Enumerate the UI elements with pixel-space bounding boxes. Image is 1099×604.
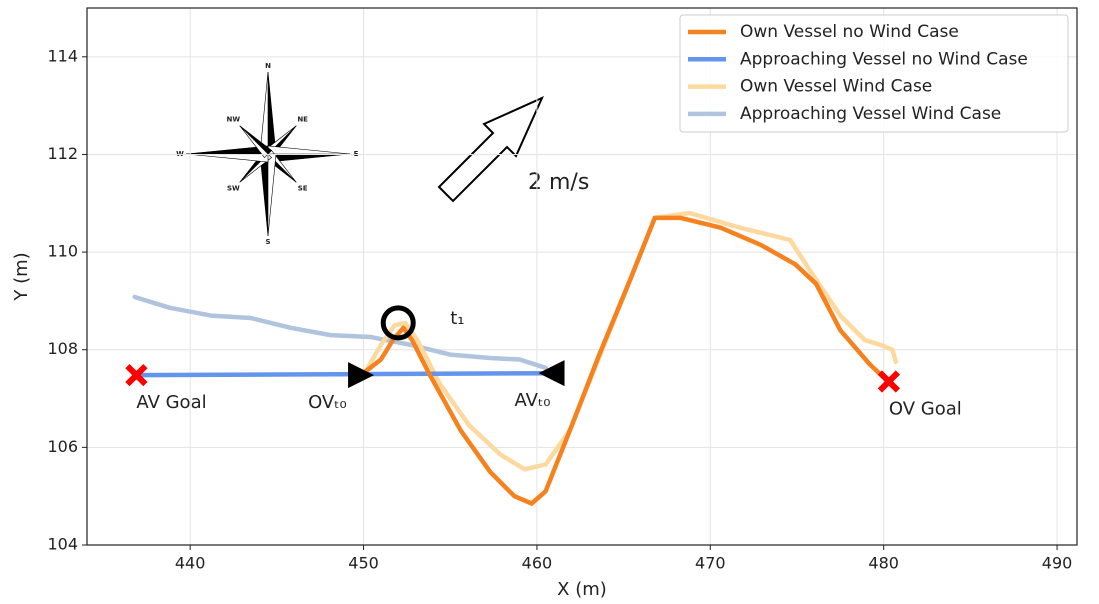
plot-frame (86, 7, 1078, 546)
compass-label: SW (227, 185, 240, 193)
x-tick-label: 470 (695, 554, 726, 573)
x-axis-label: X (m) (557, 579, 607, 600)
legend-box (679, 14, 1069, 133)
legend-label: Own Vessel Wind Case (740, 77, 932, 97)
marker-label: OVₜ₀ (308, 392, 347, 413)
start-marker (538, 360, 565, 387)
marker-label: AV Goal (136, 392, 206, 413)
compass-point (185, 153, 269, 163)
y-tick-label: 104 (47, 535, 78, 554)
marker-label: OV Goal (889, 398, 962, 419)
wind-arrow (437, 96, 544, 203)
series-line (363, 215, 888, 506)
compass-point (259, 71, 269, 155)
compass-label: S (265, 238, 270, 246)
compass-point (267, 145, 351, 155)
y-axis-label: Y (m) (11, 252, 32, 301)
legend-label: Own Vessel no Wind Case (740, 22, 959, 42)
compass-point (267, 153, 277, 237)
y-tick-label: 110 (47, 242, 78, 261)
marker-label: AVₜ₀ (515, 390, 551, 411)
y-tick-label: 108 (47, 339, 78, 358)
start-marker (348, 362, 375, 389)
x-tick-label: 450 (348, 554, 379, 573)
marker-label: t₁ (450, 308, 464, 329)
x-tick-label: 490 (1042, 554, 1073, 573)
x-tick-label: 440 (175, 554, 206, 573)
compass-point (259, 153, 269, 237)
compass-label: N (265, 62, 271, 70)
x-tick-label: 480 (868, 554, 899, 573)
y-tick-label: 114 (47, 46, 78, 65)
series-line (134, 370, 555, 378)
compass-label: NE (297, 115, 308, 123)
wind-label: 2 m/s (528, 170, 589, 195)
series-line (364, 210, 899, 472)
legend-label: Approaching Vessel Wind Case (740, 104, 1001, 124)
x-tick-label: 460 (522, 554, 553, 573)
goal-marker (877, 370, 901, 393)
compass-label: SE (298, 185, 308, 193)
compass-label: NW (227, 115, 241, 123)
time-marker (380, 305, 416, 341)
compass-point (267, 71, 277, 155)
legend-label: Approaching Vessel no Wind Case (740, 49, 1028, 69)
y-tick-label: 106 (47, 437, 78, 456)
compass-point (267, 153, 351, 163)
series-line (132, 294, 548, 371)
y-tick-label: 112 (47, 144, 78, 163)
compass-point (185, 145, 269, 155)
compass-point (239, 125, 269, 158)
goal-marker (125, 363, 148, 387)
compass-rose: NNEESESSWWNW (176, 62, 358, 246)
